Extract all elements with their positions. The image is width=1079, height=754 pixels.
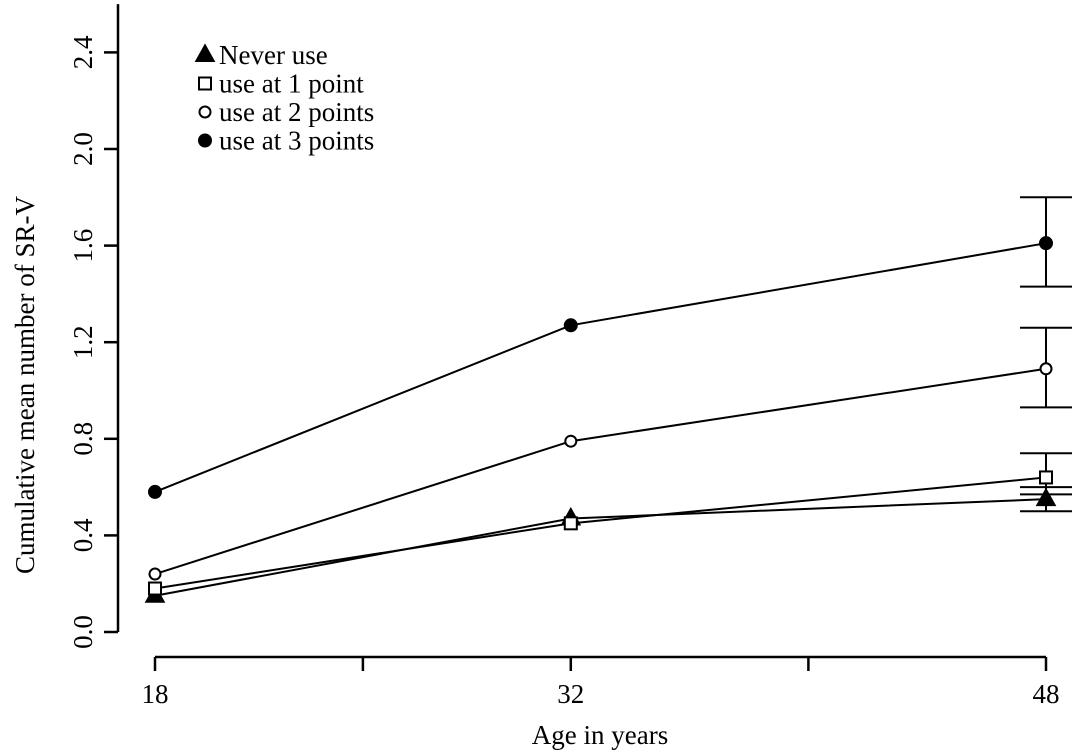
series-0 [144, 486, 1072, 603]
legend-label: use at 2 points [219, 97, 374, 127]
data-point [148, 484, 162, 499]
y-tick-label: 2.0 [68, 132, 98, 166]
axes: 0.0 0.4 0.8 1.2 1.6 2.0 2.4 18 32 48 [68, 4, 1060, 709]
series-line [154, 242, 1047, 493]
x-tick-label: 48 [1033, 679, 1060, 709]
y-tick-label: 1.6 [68, 229, 98, 263]
data-point [1035, 487, 1057, 507]
y-tick-label: 1.2 [68, 325, 98, 359]
y-tick-label: 2.4 [68, 35, 98, 69]
x-tick-label: 32 [557, 679, 584, 709]
y-tick-label: 0.4 [68, 518, 98, 552]
data-point [1039, 362, 1053, 376]
data-point [564, 434, 578, 448]
series-1 [148, 452, 1072, 596]
series-3 [148, 196, 1072, 499]
legend-label: use at 3 points [219, 126, 374, 156]
legend-label: use at 1 point [219, 69, 364, 99]
legend-marker [198, 133, 212, 148]
series-line [154, 367, 1047, 575]
legend-label: Never use [219, 40, 328, 70]
legend-marker [194, 43, 216, 62]
y-axis-title: Cumulative mean number of SR-V [10, 196, 40, 574]
y-tick-label: 0.0 [68, 615, 98, 649]
x-tick-label: 18 [142, 679, 169, 709]
data-point [563, 318, 578, 333]
x-axis-title: Age in years [532, 720, 668, 750]
data-point [148, 581, 162, 596]
series-line [154, 498, 1047, 597]
y-tick-label: 0.8 [68, 422, 98, 456]
legend-marker [198, 76, 212, 91]
series-2 [148, 326, 1072, 581]
data-point [148, 567, 162, 581]
data-point [1039, 236, 1053, 251]
series-layer [144, 196, 1072, 603]
data-point [563, 516, 578, 531]
legend-marker [198, 105, 212, 119]
data-point [1039, 470, 1053, 485]
